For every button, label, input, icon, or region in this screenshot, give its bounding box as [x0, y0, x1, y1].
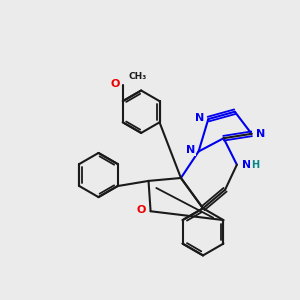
Text: CH₃: CH₃ [129, 72, 147, 81]
Text: H: H [251, 160, 259, 170]
Text: N: N [242, 160, 251, 170]
Text: N: N [186, 145, 195, 155]
Text: O: O [111, 79, 120, 89]
Text: N: N [195, 112, 205, 123]
Text: O: O [136, 205, 146, 215]
Text: N: N [186, 145, 195, 155]
Text: N: N [256, 129, 265, 139]
